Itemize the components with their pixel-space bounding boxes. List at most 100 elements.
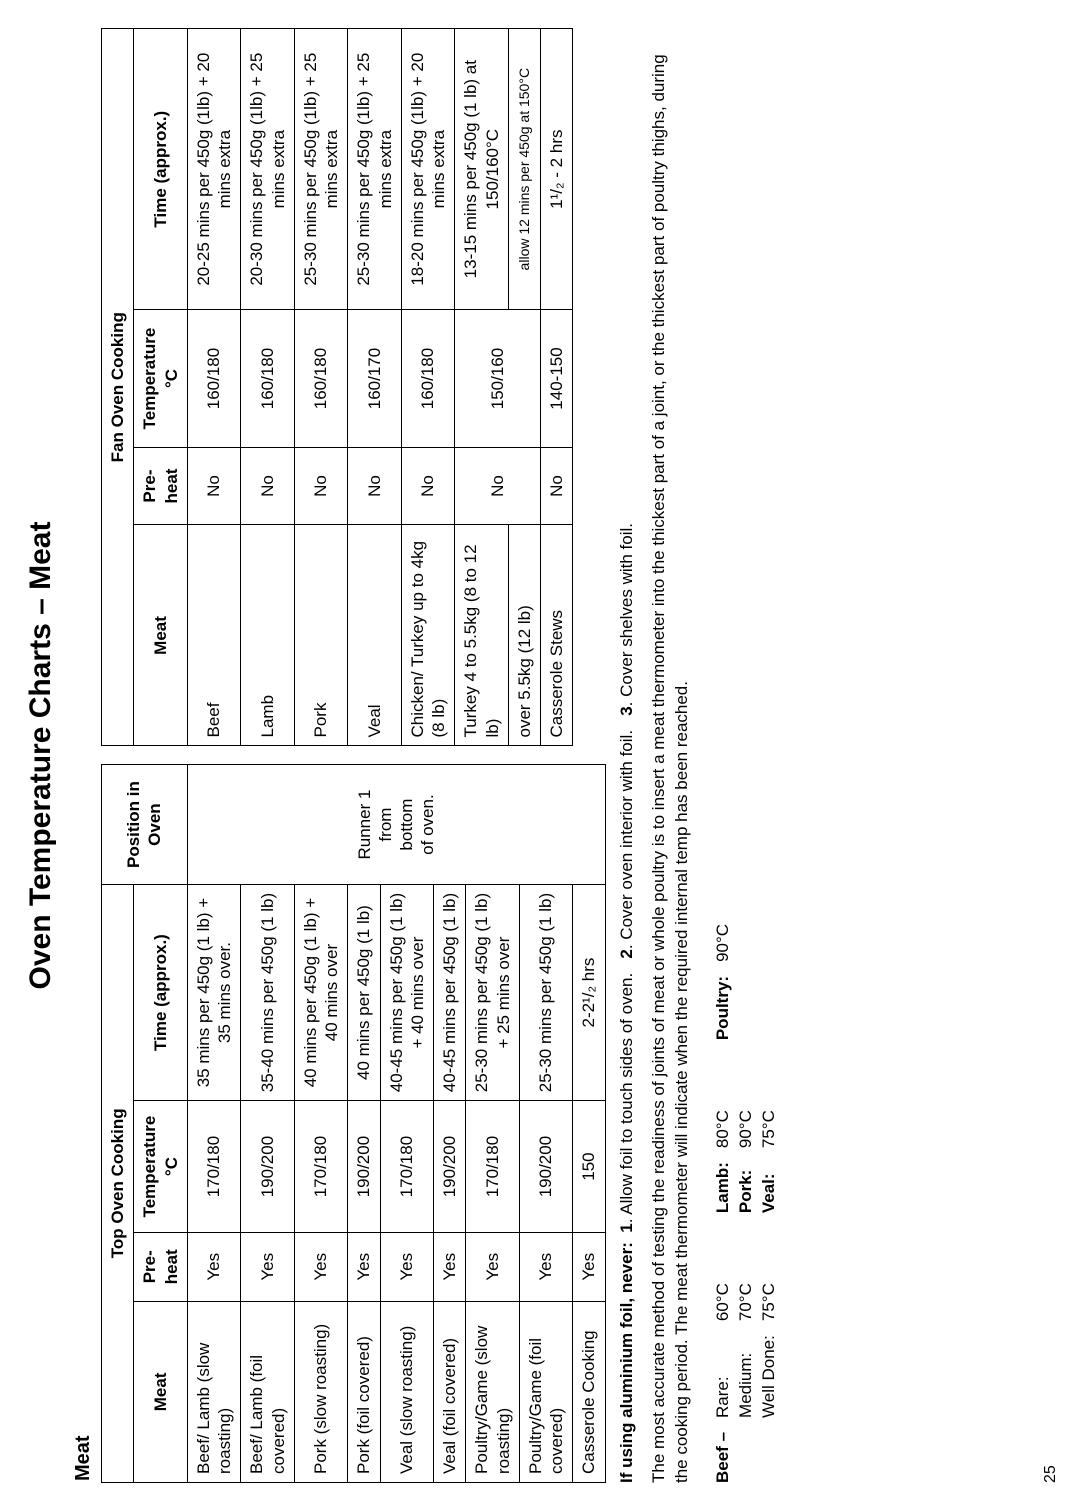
table-row: BeefNo160/18020-25 mins per 450g (1lb) +… [187, 29, 241, 747]
cell-time: 20-25 mins per 450g (1lb) + 20 mins extr… [187, 29, 241, 310]
cell-time: 40-45 mins per 450g (1 lb) + 40 mins ove… [380, 884, 434, 1101]
top-oven-table: Top Oven Cooking Position in Oven Meat P… [101, 765, 606, 1484]
col-meat: Meat [134, 1301, 188, 1482]
cell-time: 1¹/₂ - 2 hrs [541, 29, 573, 310]
cell-meat: Beef [187, 525, 241, 746]
other-temps: Lamb:Pork:Veal: 80°C90°C75°C [712, 1110, 781, 1213]
step2-num: 2 [617, 949, 636, 958]
cell-preheat: Yes [466, 1232, 520, 1301]
cell-meat: Pork (foil covered) [348, 1301, 380, 1482]
cell-preheat: No [541, 447, 573, 525]
col-meat: Meat [134, 525, 188, 746]
cell-preheat: No [348, 447, 402, 525]
cell-temp: 190/200 [348, 1101, 380, 1232]
cell-meat: Beef/ Lamb (foil covered) [241, 1301, 295, 1482]
cell-meat: Pork (slow roasting) [294, 1301, 348, 1482]
beef-label: Beef – [713, 1432, 732, 1483]
step3: . Cover shelves with foil. [617, 523, 636, 706]
temp-value: 75°C [758, 1283, 781, 1321]
cell-preheat: No [455, 447, 541, 525]
cell-preheat: No [241, 447, 295, 525]
top-oven-section-label: Meat [72, 765, 95, 1482]
cell-time: 2-2¹/₂ hrs [573, 884, 605, 1101]
poultry-label: Poultry: [713, 976, 732, 1040]
page-number: 25 [1042, 1465, 1060, 1483]
cell-time: 13-15 mins per 450g (1 lb) at 150/160°C [455, 29, 509, 310]
cell-preheat: No [401, 447, 455, 525]
cell-time: 20-30 mins per 450g (1lb) + 25 mins extr… [241, 29, 295, 310]
col-preheat: Pre-heat [134, 447, 188, 525]
temp-label: Pork: [735, 1162, 758, 1213]
cell-time: 35 mins per 450g (1 lb) + 35 mins over. [187, 884, 241, 1101]
table-row: VealNo160/17025-30 mins per 450g (1lb) +… [348, 29, 402, 747]
temp-value: 60°C [712, 1283, 735, 1321]
cell-time: 40-45 mins per 450g (1 lb) [434, 884, 466, 1101]
cell-time: 25-30 mins per 450g (1 lb) [519, 884, 573, 1101]
cell-time: 25-30 mins per 450g (1lb) + 25 mins extr… [294, 29, 348, 310]
step1-num: 1 [617, 1223, 636, 1232]
cell-temp: 170/180 [187, 1101, 241, 1232]
temp-value: 90°C [735, 1110, 758, 1148]
cell-temp: 190/200 [434, 1101, 466, 1232]
cell-position: Runner 1frombottomof oven. [187, 765, 605, 884]
cell-meat: Poultry/Game (slow roasting) [466, 1301, 520, 1482]
cell-temp: 150 [573, 1101, 605, 1232]
cell-preheat: Yes [380, 1232, 434, 1301]
table-row: Casserole StewsNo140-1501¹/₂ - 2 hrs [541, 29, 573, 747]
temp-label: Veal: [758, 1162, 781, 1213]
table-row: Beef/ Lamb (slow roasting)Yes170/18035 m… [187, 765, 241, 1483]
cell-meat: Veal (slow roasting) [380, 1301, 434, 1482]
cell-time: allow 12 mins per 450g at 150°C [508, 29, 540, 310]
cell-preheat: Yes [573, 1232, 605, 1301]
cell-preheat: Yes [348, 1232, 380, 1301]
temp-label: Lamb: [712, 1162, 735, 1213]
poultry-temp: Poultry: 90°C [712, 924, 781, 1040]
cell-preheat: Yes [519, 1232, 573, 1301]
cell-temp: 170/180 [466, 1101, 520, 1232]
temp-label: Rare: [712, 1335, 735, 1418]
cell-temp: 170/180 [294, 1101, 348, 1232]
col-position: Position in Oven [102, 765, 188, 884]
cell-time: 25-30 mins per 450g (1 lb) + 25 mins ove… [466, 884, 520, 1101]
cell-preheat: No [187, 447, 241, 525]
cell-preheat: Yes [434, 1232, 466, 1301]
top-oven-heading: Top Oven Cooking [102, 884, 134, 1482]
tables-wrapper: Meat Top Oven Cooking Position in Oven M… [72, 28, 606, 1483]
temp-value: 80°C [712, 1110, 735, 1148]
table-row: PorkNo160/18025-30 mins per 450g (1lb) +… [294, 29, 348, 747]
page-title: Oven Temperature Charts – Meat [24, 28, 58, 1483]
accuracy-note: The most accurate method of testing the … [648, 28, 694, 1483]
foil-lead: If using aluminium foil, never: [617, 1242, 636, 1483]
cell-time: 25-30 mins per 450g (1lb) + 25 mins extr… [348, 29, 402, 310]
temp-label: Medium: [735, 1335, 758, 1418]
table-row: Turkey 4 to 5.5kg (8 to 12 lb)No150/1601… [455, 29, 509, 747]
col-time: Time (approx.) [134, 29, 188, 310]
cell-meat: Veal (foil covered) [434, 1301, 466, 1482]
cell-preheat: Yes [187, 1232, 241, 1301]
notes: If using aluminium foil, never: 1. Allow… [616, 28, 782, 1483]
fan-oven-table: Fan Oven Cooking Meat Pre-heat Temperatu… [101, 28, 573, 747]
cell-meat: Poultry/Game (foil covered) [519, 1301, 573, 1482]
temp-value: 70°C [735, 1283, 758, 1321]
cell-meat: Chicken/ Turkey up to 4kg (8 lb) [401, 525, 455, 746]
table-row: Chicken/ Turkey up to 4kg (8 lb)No160/18… [401, 29, 455, 747]
cell-temp: 160/180 [401, 310, 455, 447]
cell-temp: 190/200 [519, 1101, 573, 1232]
cell-preheat: Yes [294, 1232, 348, 1301]
col-preheat: Pre-heat [134, 1232, 188, 1301]
cell-time: 35-40 mins per 450g (1 lb) [241, 884, 295, 1101]
col-temp: Temperature °C [134, 1101, 188, 1232]
cell-preheat: No [294, 447, 348, 525]
col-temp: Temperature °C [134, 310, 188, 447]
cell-temp: 170/180 [380, 1101, 434, 1232]
cell-time: 18-20 mins per 450g (1lb) + 20 mins extr… [401, 29, 455, 310]
cell-temp: 150/160 [455, 310, 541, 447]
temp-value: 75°C [758, 1110, 781, 1148]
cell-temp: 140-150 [541, 310, 573, 447]
temp-label: Well Done: [758, 1335, 781, 1418]
cell-temp: 160/180 [241, 310, 295, 447]
internal-temps: Beef – Rare:Medium:Well Done: 60°C70°C75… [712, 28, 781, 1483]
col-time: Time (approx.) [134, 884, 188, 1101]
step3-num: 3 [617, 706, 636, 715]
foil-note: If using aluminium foil, never: 1. Allow… [616, 28, 639, 1483]
